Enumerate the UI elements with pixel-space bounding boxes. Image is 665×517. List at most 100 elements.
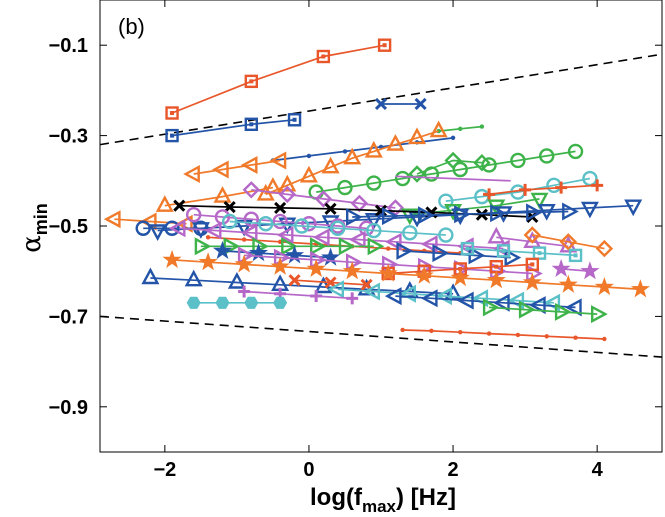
series [327,280,561,312]
series [346,202,579,227]
data-point [194,237,212,256]
series [551,258,600,280]
data-point [294,218,310,234]
series-line [251,188,396,209]
data-point [452,161,468,178]
data-point [314,190,333,208]
y-tick-label: −0.1 [49,35,88,57]
data-point [240,155,258,175]
series-line [316,150,576,193]
data-point [213,240,232,259]
data-point [591,179,604,192]
data-point [479,124,485,129]
data-point [515,332,521,338]
data-point [364,212,383,230]
data-point [567,143,584,160]
bound-line [100,53,662,146]
data-point [358,220,375,236]
series [165,38,392,120]
data-point [312,228,330,247]
series [482,298,608,324]
series-line [395,175,511,182]
data-point [418,206,435,225]
data-point [269,151,287,170]
data-point [602,336,607,342]
data-point [494,264,499,269]
data-point [486,331,492,336]
series-line [445,177,591,202]
data-point [483,188,496,201]
data-point [504,248,522,267]
data-point [164,220,180,236]
series-line [532,234,605,250]
data-point [420,289,438,308]
data-point [382,207,399,226]
series-line [193,213,367,230]
series-line [229,220,446,236]
data-point [238,285,251,298]
data-point [321,54,326,59]
data-point [420,235,438,254]
y-tick-label: −0.9 [49,397,88,419]
data-point [594,277,614,296]
data-point [526,203,543,222]
data-point [384,232,402,251]
data-point [321,156,340,174]
data-point [492,293,510,312]
data-point [249,243,268,262]
data-point [580,201,599,219]
data-point [523,231,542,249]
data-point [482,298,500,317]
data-point [432,244,450,263]
data-point [165,128,179,143]
series [256,120,448,201]
data-point [241,237,247,242]
data-point [490,204,507,223]
series-line [402,250,511,259]
data-point [103,210,121,229]
panel-label: (b) [118,14,145,39]
data-point [438,193,454,209]
data-point [316,49,331,64]
data-point [327,280,344,299]
data-point [343,147,362,165]
data-point [510,152,526,169]
series [396,241,522,267]
series [213,240,341,266]
y-tick-label: −0.5 [49,216,88,238]
x-tick-label: 0 [303,459,314,481]
data-point [135,220,151,236]
data-point [366,175,382,191]
data-point [162,249,182,268]
series [400,327,607,342]
series [436,124,485,134]
y-tick-label: −0.7 [49,306,88,328]
data-point [205,235,211,240]
data-point [400,327,405,333]
data-point [475,208,488,221]
series [460,241,583,263]
data-point [530,192,549,210]
data-point [278,185,296,204]
series [395,175,511,182]
data-point [249,79,254,84]
data-point [580,261,600,280]
data-point [528,296,546,315]
data-point [544,334,549,339]
data-point [414,265,434,284]
data-point [487,226,506,244]
data-point [270,256,290,275]
data-point [386,246,391,251]
data-point [450,268,470,287]
data-point [276,225,294,245]
data-point [374,97,388,111]
data-point [525,257,540,272]
data-point [211,160,229,179]
data-point [148,224,167,242]
data-point [518,300,536,319]
data-point [559,233,577,251]
data-point [321,247,341,266]
data-point [310,290,323,303]
data-point [346,292,359,305]
